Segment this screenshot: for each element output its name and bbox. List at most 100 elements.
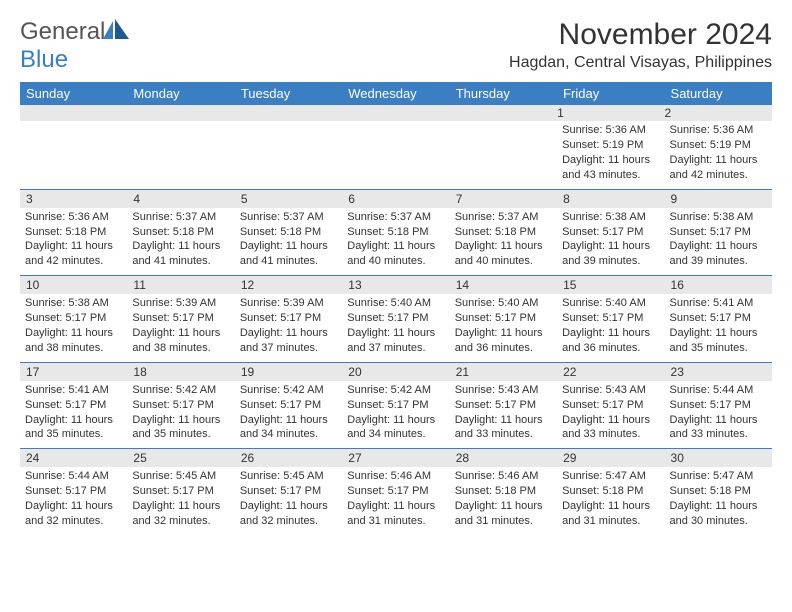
daylight-line: Daylight: 11 hours and 39 minutes. — [670, 239, 767, 269]
day-detail-cell: Sunrise: 5:37 AMSunset: 5:18 PMDaylight:… — [235, 208, 342, 276]
day-number-cell: 10 — [20, 276, 127, 295]
daylight-line: Daylight: 11 hours and 38 minutes. — [132, 326, 229, 356]
sunset-line: Sunset: 5:17 PM — [25, 398, 122, 413]
day-detail-cell: Sunrise: 5:42 AMSunset: 5:17 PMDaylight:… — [342, 381, 449, 449]
day-detail-cell: Sunrise: 5:43 AMSunset: 5:17 PMDaylight:… — [450, 381, 557, 449]
day-detail-cell — [20, 121, 127, 189]
day-detail-cell: Sunrise: 5:36 AMSunset: 5:18 PMDaylight:… — [20, 208, 127, 276]
week-detail-row: Sunrise: 5:36 AM Sunset: 5:19 PM Daylight:… — [20, 121, 772, 189]
day-number-cell: 21 — [450, 362, 557, 381]
sunrise-line: Sunrise: 5:42 AM — [347, 383, 444, 398]
day-header: Thursday — [450, 82, 557, 105]
sunrise-line: Sunrise: 5:45 AM — [132, 469, 229, 484]
day-detail-cell: Sunrise: 5:40 AMSunset: 5:17 PMDaylight:… — [450, 294, 557, 362]
week-detail-row: Sunrise: 5:36 AMSunset: 5:18 PMDaylight:… — [20, 208, 772, 276]
sunset-line: Sunset: 5:17 PM — [670, 398, 767, 413]
day-number-cell: 5 — [235, 189, 342, 208]
daylight-line: Daylight: 11 hours and 34 minutes. — [347, 413, 444, 443]
day-number-cell: 12 — [235, 276, 342, 295]
day-number-cell: 30 — [665, 449, 772, 468]
sunset-line: Sunset: 5:17 PM — [455, 398, 552, 413]
sunrise-line: Sunrise: 5:41 AM — [25, 383, 122, 398]
sunrise-line: Sunrise: 5:40 AM — [347, 296, 444, 311]
day-detail-cell: Sunrise: 5:45 AMSunset: 5:17 PMDaylight:… — [127, 467, 234, 534]
day-detail-cell — [450, 121, 557, 189]
sunset-line: Sunset: 5:18 PM — [670, 484, 767, 499]
sunset-line: Sunset: 5:17 PM — [25, 311, 122, 326]
day-detail-cell: Sunrise: 5:45 AMSunset: 5:17 PMDaylight:… — [235, 467, 342, 534]
daylight-line: Daylight: 11 hours and 32 minutes. — [240, 499, 337, 529]
week-daynum-row: 3456789 — [20, 189, 772, 208]
day-detail-cell: Sunrise: 5:43 AMSunset: 5:17 PMDaylight:… — [557, 381, 664, 449]
day-detail-cell: Sunrise: 5:44 AMSunset: 5:17 PMDaylight:… — [665, 381, 772, 449]
day-detail-cell: Sunrise: 5:42 AMSunset: 5:17 PMDaylight:… — [127, 381, 234, 449]
day-number-cell: 1 — [557, 105, 664, 121]
daylight-line: Daylight: 11 hours and 31 minutes. — [347, 499, 444, 529]
sunset-line: Sunset: 5:19 PM — [670, 138, 767, 153]
daylight-line: Daylight: 11 hours and 34 minutes. — [240, 413, 337, 443]
day-number-cell: 3 — [20, 189, 127, 208]
sunset-line: Sunset: 5:17 PM — [132, 398, 229, 413]
daylight-line: Daylight: 11 hours and 35 minutes. — [25, 413, 122, 443]
week-daynum-row: 12 — [20, 105, 772, 121]
sunset-line: Sunset: 5:18 PM — [240, 225, 337, 240]
title-block: November 2024 Hagdan, Central Visayas, P… — [509, 18, 772, 72]
day-detail-cell: Sunrise: 5:38 AMSunset: 5:17 PMDaylight:… — [665, 208, 772, 276]
sunrise-line: Sunrise: 5:43 AM — [562, 383, 659, 398]
sunset-line: Sunset: 5:17 PM — [347, 484, 444, 499]
day-detail-cell: Sunrise: 5:47 AMSunset: 5:18 PMDaylight:… — [557, 467, 664, 534]
day-number-cell: 4 — [127, 189, 234, 208]
sunrise-line: Sunrise: 5:37 AM — [240, 210, 337, 225]
day-detail-cell: Sunrise: 5:37 AMSunset: 5:18 PMDaylight:… — [127, 208, 234, 276]
day-number-cell: 28 — [450, 449, 557, 468]
sunrise-line: Sunrise: 5:40 AM — [455, 296, 552, 311]
day-number-cell: 20 — [342, 362, 449, 381]
sunset-line: Sunset: 5:17 PM — [562, 311, 659, 326]
day-detail-cell: Sunrise: 5:44 AMSunset: 5:17 PMDaylight:… — [20, 467, 127, 534]
day-detail-cell: Sunrise: 5:39 AMSunset: 5:17 PMDaylight:… — [235, 294, 342, 362]
daylight-line: Daylight: 11 hours and 43 minutes. — [562, 153, 659, 183]
day-number-cell: 14 — [450, 276, 557, 295]
day-number-cell: 27 — [342, 449, 449, 468]
daylight-line: Daylight: 11 hours and 33 minutes. — [455, 413, 552, 443]
logo-word-1: General — [20, 18, 105, 45]
day-header: Sunday — [20, 82, 127, 105]
daylight-line: Daylight: 11 hours and 30 minutes. — [670, 499, 767, 529]
month-title: November 2024 — [509, 18, 772, 52]
sunset-line: Sunset: 5:18 PM — [562, 484, 659, 499]
sunrise-line: Sunrise: 5:45 AM — [240, 469, 337, 484]
sunrise-line: Sunrise: 5:36 AM — [562, 123, 659, 138]
sunrise-line: Sunrise: 5:38 AM — [25, 296, 122, 311]
day-number-cell: 24 — [20, 449, 127, 468]
header: General Blue November 2024 Hagdan, Centr… — [20, 18, 772, 74]
sunrise-line: Sunrise: 5:37 AM — [455, 210, 552, 225]
day-header: Friday — [557, 82, 664, 105]
sunrise-line: Sunrise: 5:47 AM — [562, 469, 659, 484]
sunrise-line: Sunrise: 5:42 AM — [132, 383, 229, 398]
day-number-cell — [235, 105, 342, 121]
day-number-cell: 9 — [665, 189, 772, 208]
sunrise-line: Sunrise: 5:47 AM — [670, 469, 767, 484]
day-header: Tuesday — [235, 82, 342, 105]
daylight-line: Daylight: 11 hours and 40 minutes. — [455, 239, 552, 269]
daylight-line: Daylight: 11 hours and 39 minutes. — [562, 239, 659, 269]
day-header: Wednesday — [342, 82, 449, 105]
sunset-line: Sunset: 5:18 PM — [347, 225, 444, 240]
day-number-cell: 6 — [342, 189, 449, 208]
daylight-line: Daylight: 11 hours and 35 minutes. — [132, 413, 229, 443]
sunrise-line: Sunrise: 5:38 AM — [670, 210, 767, 225]
daylight-line: Daylight: 11 hours and 36 minutes. — [455, 326, 552, 356]
daylight-line: Daylight: 11 hours and 32 minutes. — [132, 499, 229, 529]
day-detail-cell: Sunrise: 5:46 AMSunset: 5:18 PMDaylight:… — [450, 467, 557, 534]
sunset-line: Sunset: 5:17 PM — [670, 311, 767, 326]
day-detail-cell: Sunrise: 5:38 AMSunset: 5:17 PMDaylight:… — [557, 208, 664, 276]
day-number-cell: 15 — [557, 276, 664, 295]
day-number-cell: 17 — [20, 362, 127, 381]
day-number-cell — [342, 105, 449, 121]
sunset-line: Sunset: 5:18 PM — [455, 225, 552, 240]
sunrise-line: Sunrise: 5:46 AM — [455, 469, 552, 484]
sunrise-line: Sunrise: 5:37 AM — [132, 210, 229, 225]
week-detail-row: Sunrise: 5:44 AMSunset: 5:17 PMDaylight:… — [20, 467, 772, 534]
day-detail-cell — [342, 121, 449, 189]
day-detail-cell: Sunrise: 5:42 AMSunset: 5:17 PMDaylight:… — [235, 381, 342, 449]
